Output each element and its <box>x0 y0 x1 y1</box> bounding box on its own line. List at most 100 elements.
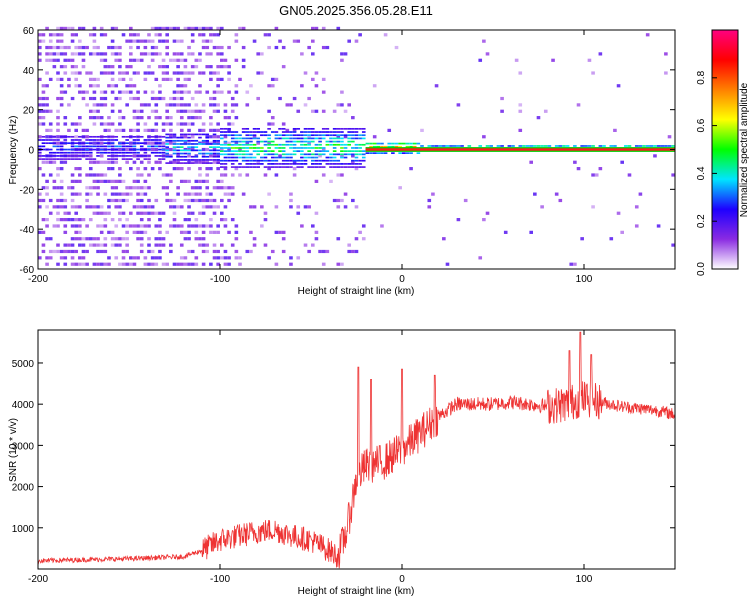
spectrogram-cell <box>223 224 228 228</box>
spectrogram-cell <box>56 116 60 120</box>
spectrogram-cell <box>45 109 49 113</box>
spectrogram-cell <box>201 243 206 247</box>
spectrogram-cell <box>536 145 541 147</box>
spectrogram-cell <box>99 122 104 126</box>
spectrogram-cell <box>183 152 188 155</box>
spectrogram-cell <box>96 243 100 247</box>
spectrogram-cell <box>194 186 199 190</box>
spectrogram-cell <box>169 243 173 247</box>
spectrogram-cell <box>59 90 64 94</box>
spectrogram-cell <box>56 58 60 62</box>
spectrogram-cell <box>143 39 148 43</box>
spectrogram-cell <box>161 243 166 247</box>
spectrogram-cell <box>172 218 177 222</box>
spectrogram-cell <box>74 237 78 241</box>
spectrogram-cell <box>230 192 235 196</box>
spectrogram-cell <box>74 45 78 50</box>
spectrogram-cell <box>267 134 271 137</box>
spectrogram-cell <box>573 262 577 266</box>
colorbar-tick-label: 0.6 <box>696 118 707 132</box>
spectrogram-cell <box>398 145 402 148</box>
spectrogram-cell <box>161 71 166 75</box>
spectrogram-cell <box>147 249 151 254</box>
spectrogram-cell <box>540 205 544 209</box>
spectrogram-cell <box>48 148 53 151</box>
spectrogram-cell <box>169 133 173 136</box>
spectrogram-cell <box>118 128 122 132</box>
snr-y-label: SNR (10 * v/v) <box>8 418 19 482</box>
spectrogram-cell <box>38 52 42 56</box>
spectrogram-cell <box>150 141 155 145</box>
spectrogram-cell <box>311 243 315 247</box>
spectrogram-cell <box>220 77 224 81</box>
spectrogram-cell <box>241 127 246 130</box>
spectrogram-cell <box>70 135 75 138</box>
spectrogram-cell <box>103 243 108 247</box>
spectrogram-cell <box>114 192 119 196</box>
spectrogram-cell <box>205 159 210 161</box>
spectrogram-cell <box>143 128 148 132</box>
spectrogram-cell <box>220 166 224 168</box>
spectrogram-cell <box>361 156 366 159</box>
spectrogram-cell <box>147 141 151 145</box>
spectrogram-cell <box>303 147 308 149</box>
spectrogram-cell <box>92 33 97 37</box>
spectrogram-cell <box>143 142 148 145</box>
spectrogram-cell <box>129 45 133 50</box>
spectrogram-cell <box>318 249 322 254</box>
spectrogram-cell <box>307 153 311 156</box>
spectrogram-cell <box>70 158 75 160</box>
spectrogram-cell <box>103 33 108 37</box>
spectrogram-cell <box>452 145 457 147</box>
spectrogram-cell <box>358 137 362 140</box>
spectrogram-cell <box>267 122 271 126</box>
spectrogram-cell <box>212 243 217 247</box>
spectrogram-cell <box>252 156 257 159</box>
spectrogram-cell <box>96 237 100 241</box>
spectrogram-cell <box>194 65 199 69</box>
spectrogram-cell <box>340 137 344 140</box>
spectrogram-cell <box>45 139 49 141</box>
spectrogram-cell <box>136 142 140 145</box>
spectrogram-cell <box>201 205 206 209</box>
spectrogram-cell <box>74 158 78 160</box>
spectrogram-cell <box>154 160 159 164</box>
spectrogram-cell <box>245 153 250 156</box>
spectrogram-cell <box>158 145 162 148</box>
spectrogram-cell <box>212 149 217 152</box>
spectrogram-cell <box>136 179 140 183</box>
spectrogram-cell <box>139 186 144 190</box>
spectrogram-cell <box>645 145 650 147</box>
spectrogram-cell <box>314 26 319 31</box>
spectrogram-cell <box>292 173 297 177</box>
spectrogram-cell <box>405 152 410 154</box>
spectrogram-cell <box>216 262 220 266</box>
spectrogram-cell <box>52 33 57 37</box>
spectrogram-cell <box>158 243 162 247</box>
spectrogram-cell <box>85 192 89 196</box>
spectrogram-cell <box>81 135 86 138</box>
spectrogram-cell <box>161 158 166 160</box>
spectrogram-cell <box>125 249 129 254</box>
spectrogram-cell <box>107 205 111 209</box>
spectrogram-cell <box>176 109 180 113</box>
spectrogram-cell <box>336 140 341 143</box>
spectrogram-cell <box>587 58 592 62</box>
spectrogram-cell <box>194 26 199 31</box>
spectrogram-cell <box>318 137 322 140</box>
spectrogram-cell <box>48 256 53 260</box>
spectrogram-cell <box>205 167 210 171</box>
spectrogram-cell <box>161 122 166 126</box>
spectrogram-cell <box>245 156 250 159</box>
spectrogram-cell <box>63 148 68 151</box>
spectrogram-cell <box>41 198 46 203</box>
spectrogram-cell <box>147 218 151 222</box>
spectrogram-cell <box>59 26 64 31</box>
spectrogram-cell <box>591 173 595 177</box>
spectrogram-cell <box>518 71 523 75</box>
spectrogram-cell <box>179 103 184 107</box>
spectrogram-cell <box>114 145 119 148</box>
spectrogram-cell <box>165 155 169 158</box>
spectrogram-cell <box>529 145 533 147</box>
spectrogram-cell <box>132 135 137 138</box>
